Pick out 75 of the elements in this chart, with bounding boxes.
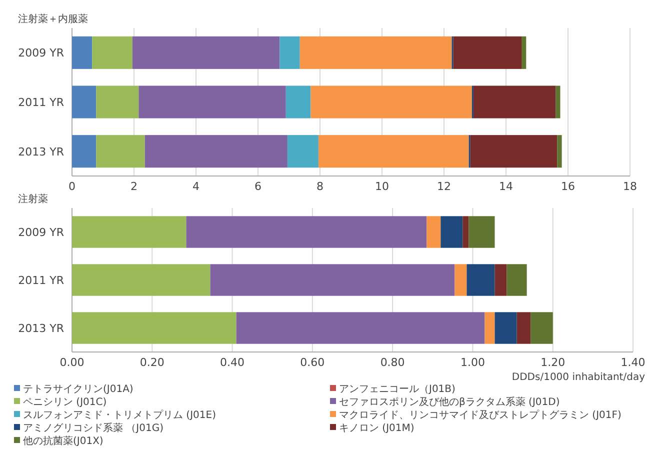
bar [72,216,186,248]
bar [310,86,472,118]
x-tick-label: 0.20 [140,356,164,369]
x-tick-label: 16 [561,180,575,193]
bar [516,312,531,344]
bar [72,312,236,344]
bar [96,135,145,168]
x-tick-label: 4 [192,180,200,193]
bar [186,216,427,248]
bar [440,216,463,248]
legend-label: テトラサイクリン(J01A) [23,384,134,395]
bar [454,264,467,296]
y-tick-label: 2009 YR [18,226,64,239]
x-tick-label: 1.00 [460,356,485,369]
bar [236,312,485,344]
bar [96,86,139,118]
chart-title: 注射薬 [18,193,48,205]
legend-label: スルフォンアミド・トリメトプリム (J01E) [23,409,216,421]
bar [286,86,311,118]
y-tick-label: 2009 YR [18,46,64,60]
legend-label: 他の抗菌薬(J01X) [23,435,104,447]
x-tick-label: 1.40 [620,356,646,369]
x-tick-label: 14 [499,180,513,193]
bar [426,216,441,248]
bar [92,36,132,69]
chart-title: 注射薬＋内服薬 [18,13,88,25]
bar [72,36,92,69]
x-tick-label: 0.40 [220,356,245,369]
bar [556,86,560,118]
bar [300,36,452,69]
x-tick-label: 0.00 [60,356,84,369]
x-tick-label: 8 [316,180,324,193]
x-tick-label: 1.20 [540,356,566,369]
legend-label: セファロスポリン及び他のβラクタム系薬 (J01D) [339,396,560,408]
bar [506,264,527,296]
x-tick-label: 6 [254,180,262,193]
legend-label: アンフェニコール（J01B) [339,384,456,395]
bar [453,36,522,69]
bar [144,135,288,168]
x-tick-label: 0 [68,180,76,193]
bar [473,86,556,118]
x-axis-title: DDDs/1000 inhabitant/day [512,372,646,383]
x-tick-label: 0.60 [300,356,325,369]
legend-label: マクロライド、リンコサマイド及びストレプトグラミン (J01F) [339,409,622,421]
bar [210,264,455,296]
x-tick-label: 2 [130,180,138,193]
bar [462,216,469,248]
bar [72,264,210,296]
x-tick-label: 18 [623,180,637,193]
y-tick-label: 2013 YR [18,145,64,158]
bar [557,135,562,168]
bar [530,312,553,344]
bar [484,312,495,344]
bar [466,264,495,296]
bar [280,36,300,69]
legend-label: キノロン (J01M) [339,423,414,434]
x-tick-label: 12 [437,180,451,193]
legend-label: アミノグリコシド系薬 （J01G) [23,422,164,434]
bar [494,264,507,296]
bar [318,135,469,168]
bar [522,36,526,69]
bar [494,312,517,344]
y-tick-label: 2011 YR [18,274,64,287]
bar [287,135,318,168]
bar [138,86,286,118]
legend-label: ペニシリン (J01C) [23,397,107,408]
bar [72,86,96,118]
x-tick-label: 0.80 [380,356,405,369]
y-tick-label: 2013 YR [18,322,64,335]
bar [132,36,280,69]
bar [72,135,96,168]
bar [470,135,558,168]
y-tick-label: 2011 YR [18,96,64,109]
bar [468,216,495,248]
x-tick-label: 10 [375,180,389,193]
